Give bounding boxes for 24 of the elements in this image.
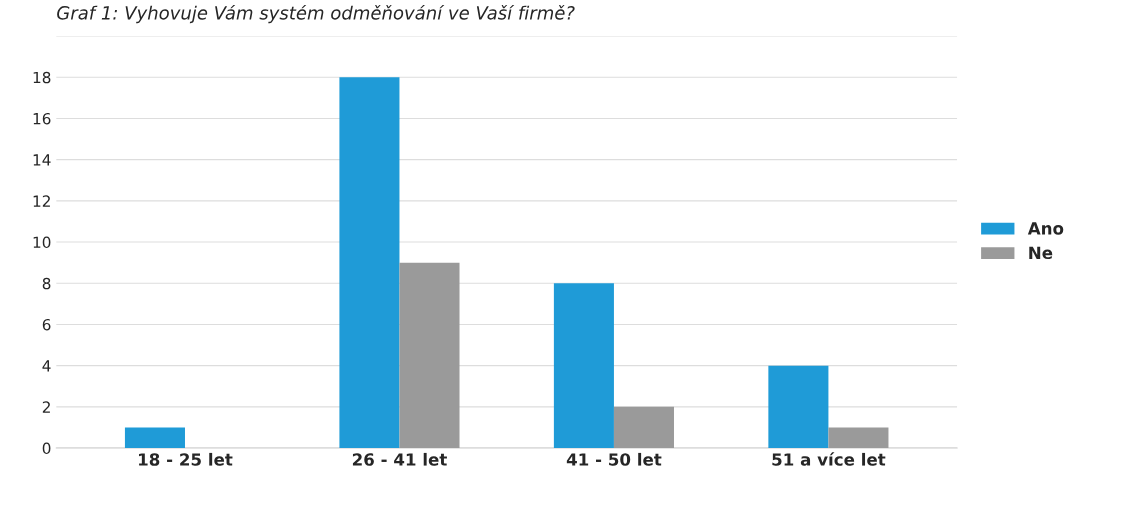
bar	[399, 262, 460, 449]
y-tick-label: 0	[42, 442, 51, 455]
x-tick-label: 18 - 25 let	[139, 452, 233, 466]
y-tick-label: 14	[33, 154, 51, 166]
bar	[553, 283, 614, 449]
x-tick-label: 41 - 50 let	[566, 452, 662, 466]
y-tick-label: 6	[42, 318, 51, 331]
bar	[828, 427, 889, 449]
y-tick-label: 16	[33, 112, 51, 125]
y-tick-label: 18	[33, 71, 51, 84]
y-tick-label: 12	[33, 195, 50, 207]
bar	[768, 365, 829, 449]
bar	[613, 406, 674, 449]
y-tick-label: 2	[42, 401, 50, 413]
chart-title: Graf 1: Vyhovuje Vám systém odměňování ve Vaší firmě?	[57, 4, 575, 24]
legend-label: Ano	[1027, 222, 1064, 235]
x-tick-label: 51 a více let	[772, 452, 886, 466]
x-tick-label: 26 - 41 let	[352, 452, 447, 466]
bar	[339, 77, 400, 449]
bar	[124, 427, 185, 449]
y-tick-label: 4	[42, 360, 51, 372]
legend-label: Ne	[1029, 246, 1053, 260]
y-tick-label: 10	[33, 236, 51, 249]
y-tick-label: 8	[42, 277, 51, 290]
